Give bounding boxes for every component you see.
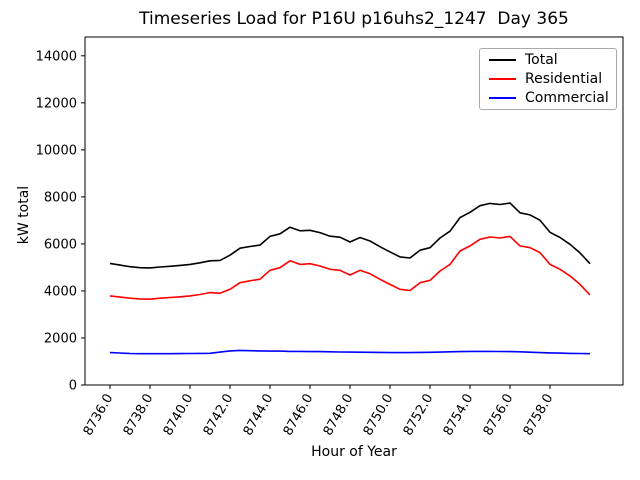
axes-frame — [84, 36, 624, 386]
legend-item-residential: Residential — [480, 72, 616, 86]
x-tick-label: 8750.0 — [361, 392, 397, 439]
x-axis-label: Hour of Year — [311, 444, 397, 460]
y-tick-label: 8000 — [44, 190, 77, 205]
commercial-line — [109, 349, 591, 355]
residential-line — [109, 235, 591, 301]
legend-item-total: Total — [480, 53, 616, 67]
y-tick-label: 4000 — [44, 284, 77, 299]
y-tick-label: 14000 — [36, 49, 77, 64]
x-tick-label: 8736.0 — [81, 392, 117, 439]
legend-item-commercial: Commercial — [480, 91, 616, 105]
residential-line-swatch — [489, 77, 516, 80]
y-tick-label: 6000 — [44, 237, 77, 252]
x-tick-label: 8744.0 — [241, 392, 277, 439]
x-tick-label: 8754.0 — [441, 392, 477, 439]
y-tick-label: 12000 — [36, 96, 77, 111]
commercial-line-swatch — [489, 96, 516, 99]
chart-title: Timeseries Load for P16U p16uhs2_1247 Da… — [139, 9, 569, 29]
y-tick-label: 2000 — [44, 331, 77, 346]
legend-label-total: Total — [525, 52, 558, 69]
x-tick-label: 8740.0 — [161, 392, 197, 439]
total-line-swatch — [489, 59, 516, 62]
x-tick-label: 8746.0 — [281, 392, 317, 439]
legend: Total Residential Commercial — [479, 48, 617, 110]
y-tick-label: 10000 — [36, 143, 77, 158]
x-tick-label: 8742.0 — [201, 392, 237, 439]
total-line — [109, 202, 591, 269]
legend-label-commercial: Commercial — [525, 89, 609, 106]
legend-label-residential: Residential — [525, 70, 603, 87]
y-axis-label: kW total — [16, 185, 32, 245]
x-tick-label: 8756.0 — [481, 392, 517, 439]
x-tick-label: 8752.0 — [401, 392, 437, 439]
x-tick-label: 8738.0 — [121, 392, 157, 439]
y-tick-label: 0 — [69, 379, 77, 394]
x-tick-label: 8748.0 — [321, 392, 357, 439]
x-tick-label: 8758.0 — [521, 392, 557, 439]
